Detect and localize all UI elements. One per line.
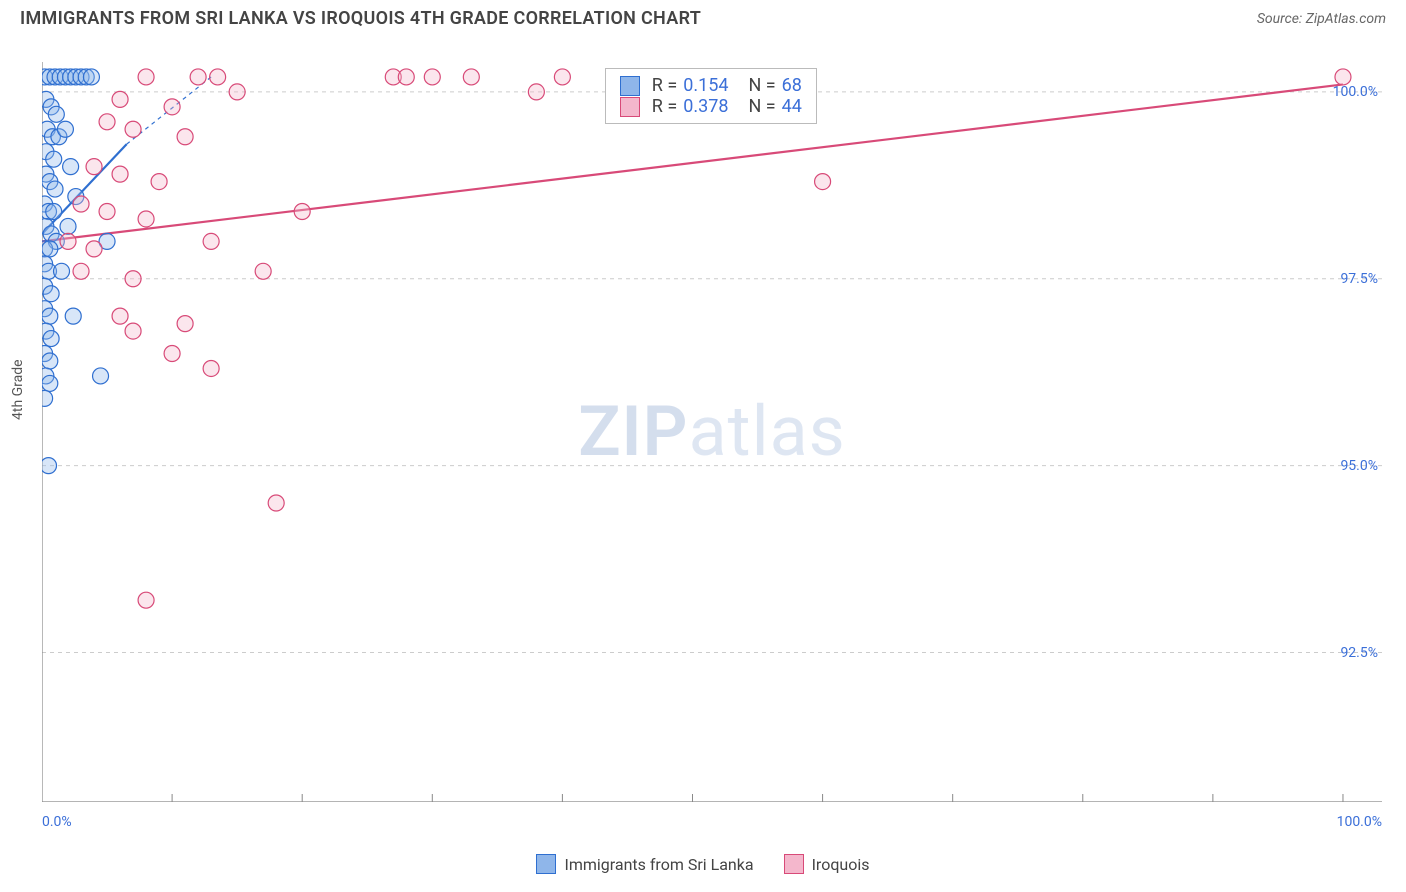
correlation-stats-box: R = 0.154N = 68R = 0.378N = 44	[605, 68, 817, 124]
bottom-legend: Immigrants from Sri Lanka Iroquois	[0, 854, 1406, 874]
legend-item: Immigrants from Sri Lanka	[536, 854, 753, 874]
source-label: Source: ZipAtlas.com	[1257, 11, 1386, 27]
y-tick-label: 95.0%	[1340, 458, 1378, 474]
x-tick-label-min: 0.0%	[42, 814, 72, 830]
y-tick-label: 92.5%	[1340, 645, 1378, 661]
chart-area: ZIPatlas 100.0%97.5%95.0%92.5%0.0%100.0%…	[42, 62, 1382, 802]
chart-title: IMMIGRANTS FROM SRI LANKA VS IROQUOIS 4T…	[20, 8, 701, 29]
y-axis-label: 4th Grade	[10, 359, 26, 420]
scatter-plot	[42, 62, 1382, 802]
y-tick-label: 97.5%	[1340, 271, 1378, 287]
header: IMMIGRANTS FROM SRI LANKA VS IROQUOIS 4T…	[0, 0, 1406, 33]
y-tick-label: 100.0%	[1333, 84, 1378, 100]
legend-item: Iroquois	[784, 854, 870, 874]
x-tick-label-max: 100.0%	[1337, 814, 1382, 830]
